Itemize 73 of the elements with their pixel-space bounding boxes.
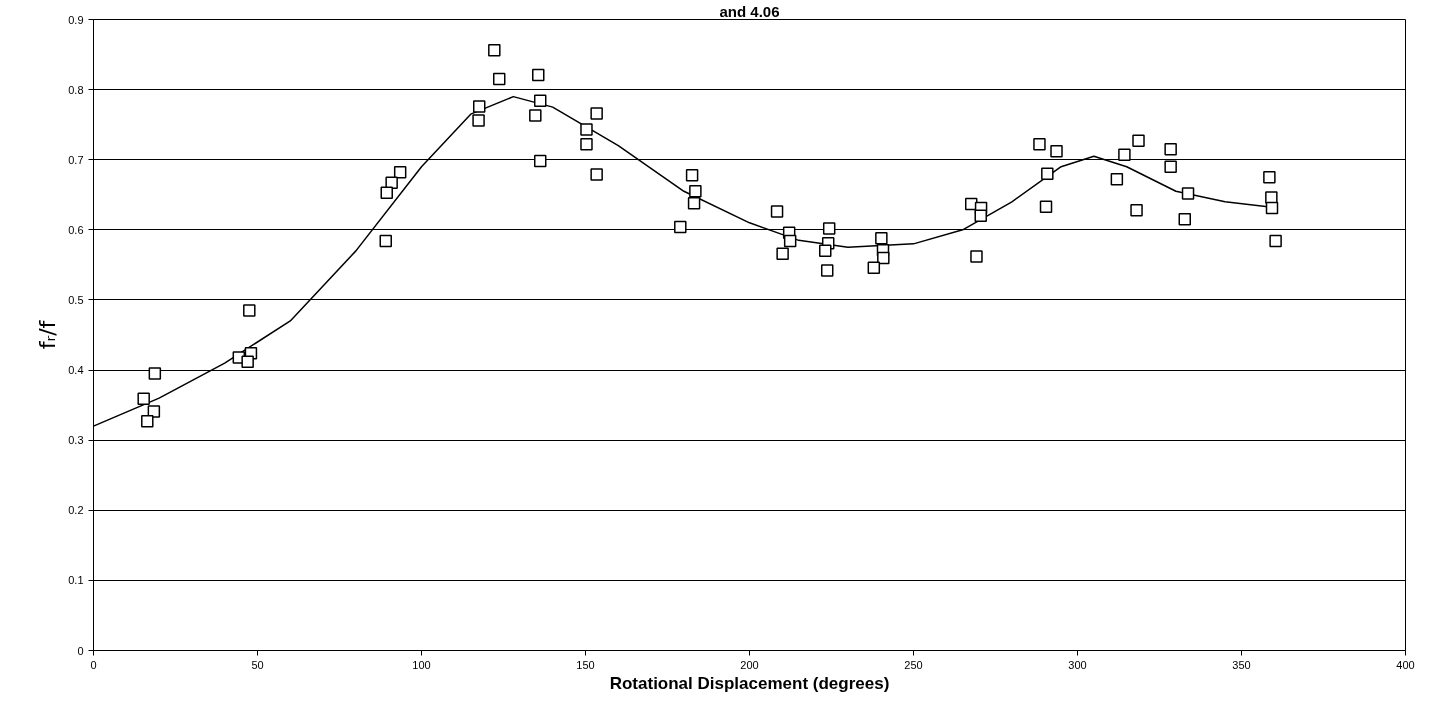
point	[1269, 234, 1282, 248]
x-tick-label: 250	[904, 658, 923, 671]
point	[533, 94, 547, 108]
point	[590, 168, 603, 181]
point	[1178, 213, 1192, 226]
point	[148, 367, 162, 380]
point	[1130, 203, 1143, 217]
point	[1033, 138, 1046, 151]
point	[1118, 148, 1131, 162]
point	[533, 154, 547, 168]
x-tick-label: 50	[251, 658, 264, 671]
point	[529, 109, 542, 122]
point	[243, 304, 256, 317]
point	[1110, 173, 1124, 186]
y-tick-label: 0.8	[68, 83, 84, 96]
x-tick-label: 400	[1396, 658, 1415, 671]
point	[674, 220, 687, 234]
y-tick-label: 0.7	[68, 153, 84, 166]
point	[877, 251, 890, 265]
x-tick-label: 200	[740, 658, 759, 671]
point	[532, 68, 545, 82]
point	[580, 138, 593, 151]
point	[783, 234, 797, 248]
y-axis-title: fᵣ/f	[35, 319, 61, 350]
y-tick-label: 0.1	[68, 574, 84, 587]
x-tick-label: 0	[90, 658, 97, 671]
x-tick-label: 100	[412, 658, 431, 671]
point	[241, 355, 254, 368]
y-tick-label: 0.9	[68, 13, 84, 26]
x-tick-label: 150	[576, 658, 595, 671]
point	[141, 414, 154, 428]
point	[393, 166, 407, 179]
point	[819, 244, 832, 258]
point	[1181, 187, 1195, 200]
point	[472, 100, 486, 113]
point	[488, 44, 501, 57]
y-tick-label: 0.3	[68, 434, 84, 447]
y-tick-label: 0.5	[68, 293, 84, 306]
point	[379, 234, 392, 248]
point	[1263, 171, 1276, 184]
point	[770, 205, 784, 218]
x-axis-title: Rotational Displacement (degrees)	[609, 673, 890, 693]
point	[685, 168, 699, 182]
point	[380, 186, 393, 199]
point	[970, 250, 983, 263]
point	[147, 405, 161, 418]
chart-title: and 4.06	[719, 2, 780, 20]
point	[867, 261, 881, 274]
point	[820, 264, 834, 277]
point	[1164, 142, 1177, 156]
point	[580, 123, 593, 136]
point	[1132, 134, 1145, 148]
y-tick-label: 0	[77, 644, 84, 657]
point	[1039, 200, 1053, 213]
point	[776, 247, 789, 260]
point	[137, 392, 150, 406]
point	[492, 72, 506, 86]
x-tick-label: 300	[1068, 658, 1087, 671]
y-tick-label: 0.4	[68, 364, 84, 377]
x-tick-label: 350	[1232, 658, 1251, 671]
point	[875, 232, 888, 245]
point	[472, 114, 485, 127]
point	[822, 222, 836, 235]
point	[974, 209, 987, 223]
point	[689, 185, 702, 198]
point	[1050, 145, 1063, 158]
y-tick-label: 0.2	[68, 504, 84, 517]
point	[590, 107, 603, 120]
point	[1265, 201, 1279, 215]
point	[1164, 160, 1177, 173]
point	[1041, 167, 1054, 180]
point	[687, 196, 701, 210]
y-tick-label: 0.6	[68, 223, 84, 236]
